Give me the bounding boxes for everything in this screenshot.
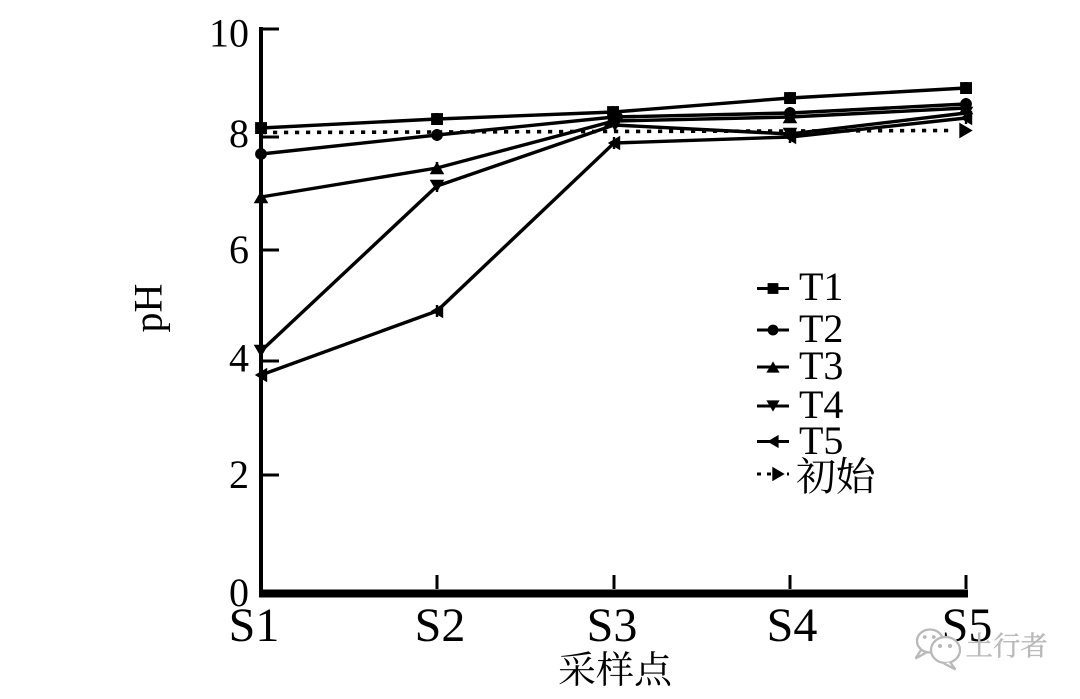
svg-text:T4: T4 [799, 382, 843, 427]
svg-text:S1: S1 [229, 599, 280, 652]
svg-text:6: 6 [229, 227, 249, 272]
svg-text:10: 10 [209, 11, 249, 56]
svg-text:4: 4 [229, 336, 249, 381]
svg-text:0: 0 [229, 570, 249, 615]
svg-text:T5: T5 [799, 418, 843, 463]
svg-text:pH: pH [126, 284, 171, 333]
svg-text:8: 8 [229, 111, 249, 156]
svg-text:T1: T1 [799, 264, 843, 309]
svg-text:S2: S2 [415, 599, 466, 652]
svg-text:T3: T3 [799, 343, 843, 388]
svg-text:2: 2 [229, 452, 249, 497]
svg-text:T2: T2 [799, 306, 843, 351]
svg-text:S4: S4 [767, 599, 818, 652]
svg-text:S3: S3 [587, 599, 638, 652]
